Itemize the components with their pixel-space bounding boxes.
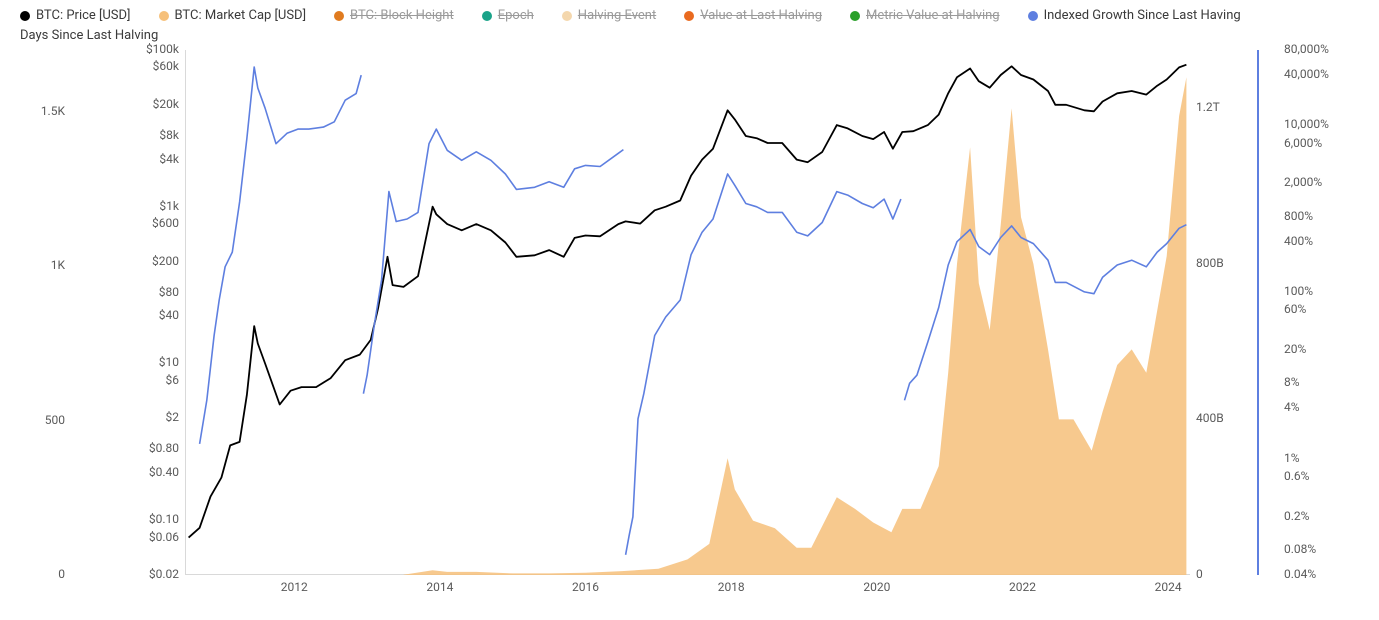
legend-swatch-icon (20, 11, 30, 21)
axis-tick-label: $4k (0, 152, 179, 166)
axis-tick-label: 2012 (281, 580, 308, 594)
legend-swatch-icon (1028, 11, 1038, 21)
legend-item-5[interactable]: Value at Last Halving (684, 6, 822, 26)
axis-tick-label: 2020 (863, 580, 890, 594)
legend-label: Indexed Growth Since Last Having (1044, 6, 1241, 26)
axis-tick-label: 0.04% (1284, 567, 1364, 581)
axis-tick-label: $10 (0, 355, 179, 369)
axis-tick-label: 2014 (426, 580, 453, 594)
axis-tick-label: $0.40 (0, 465, 179, 479)
axis-tick-label: 80,000% (1284, 42, 1364, 56)
legend-item-6[interactable]: Metric Value at Halving (850, 6, 1000, 26)
axis-tick-label: $6 (0, 373, 179, 387)
axis-tick-label: 2,000% (1284, 175, 1364, 189)
axis-tick-label: 40,000% (1284, 67, 1364, 81)
axis-tick-label: $20k (0, 97, 179, 111)
axis-tick-label: 8% (1284, 375, 1364, 389)
legend-swatch-icon (159, 11, 169, 21)
axis-tick-label: 0.6% (1284, 469, 1364, 483)
axis-tick-label: $2 (0, 410, 179, 424)
legend-item-7[interactable]: Indexed Growth Since Last Having (1028, 6, 1241, 26)
axis-tick-label: 1% (1284, 451, 1364, 465)
axis-tick-label: 10,000% (1284, 117, 1364, 131)
legend-swatch-icon (562, 11, 572, 21)
axis-tick-label: $40 (0, 308, 179, 322)
axis-tick-label: 0 (1196, 567, 1246, 581)
axis-tick-label: $1k (0, 199, 179, 213)
legend-item-1[interactable]: BTC: Market Cap [USD] (159, 6, 307, 26)
legend-label: BTC: Price [USD] (36, 6, 131, 26)
axis-tick-label: $0.06 (0, 530, 179, 544)
axis-tick-label: 1.2T (1196, 100, 1246, 114)
legend-swatch-icon (482, 11, 492, 21)
axis-tick-label: 2024 (1155, 580, 1182, 594)
axis-tick-label: 2022 (1009, 580, 1036, 594)
axis-tick-label: 2016 (572, 580, 599, 594)
legend-item-3[interactable]: Epoch (482, 6, 534, 26)
legend-label: BTC: Block Height (350, 6, 454, 26)
chart-legend: BTC: Price [USD] BTC: Market Cap [USD] BTC… (20, 6, 1359, 46)
axis-tick-label: 4% (1284, 400, 1364, 414)
axis-tick-label: $60k (0, 59, 179, 73)
axis-tick-label: 6,000% (1284, 136, 1364, 150)
legend-label: Halving Event (578, 6, 656, 26)
axis-tick-label: $600 (0, 216, 179, 230)
axis-tick-label: 400B (1196, 411, 1246, 425)
axis-tick-label: $8k (0, 128, 179, 142)
axis-tick-label: 800% (1284, 209, 1364, 223)
mcap-area-series (185, 50, 1190, 575)
axis-tick-label: 800B (1196, 256, 1246, 270)
axis-tick-label: $80 (0, 285, 179, 299)
legend-item-0[interactable]: BTC: Price [USD] (20, 6, 131, 26)
axis-tick-label: 100% (1284, 284, 1364, 298)
axis-tick-label: 0.2% (1284, 509, 1364, 523)
legend-item-4[interactable]: Halving Event (562, 6, 656, 26)
legend-label: Value at Last Halving (700, 6, 822, 26)
axis-tick-label: $100k (0, 42, 179, 56)
axis-tick-label: $0.10 (0, 512, 179, 526)
axis-tick-label: $200 (0, 254, 179, 268)
axis-tick-label: $0.02 (0, 567, 179, 581)
legend-swatch-icon (850, 11, 860, 21)
axis-tick-label: 60% (1284, 302, 1364, 316)
pct-axis-line (1257, 50, 1259, 575)
axis-tick-label: 2018 (718, 580, 745, 594)
plot-area[interactable] (185, 50, 1190, 575)
legend-label: Metric Value at Halving (866, 6, 1000, 26)
axis-tick-label: 0.08% (1284, 542, 1364, 556)
legend-label: Epoch (498, 6, 534, 26)
axis-tick-label: 20% (1284, 342, 1364, 356)
axis-tick-label: $0.80 (0, 441, 179, 455)
legend-swatch-icon (334, 11, 344, 21)
legend-label: BTC: Market Cap [USD] (175, 6, 307, 26)
legend-item-2[interactable]: BTC: Block Height (334, 6, 454, 26)
axis-tick-label: 400% (1284, 234, 1364, 248)
legend-swatch-icon (684, 11, 694, 21)
